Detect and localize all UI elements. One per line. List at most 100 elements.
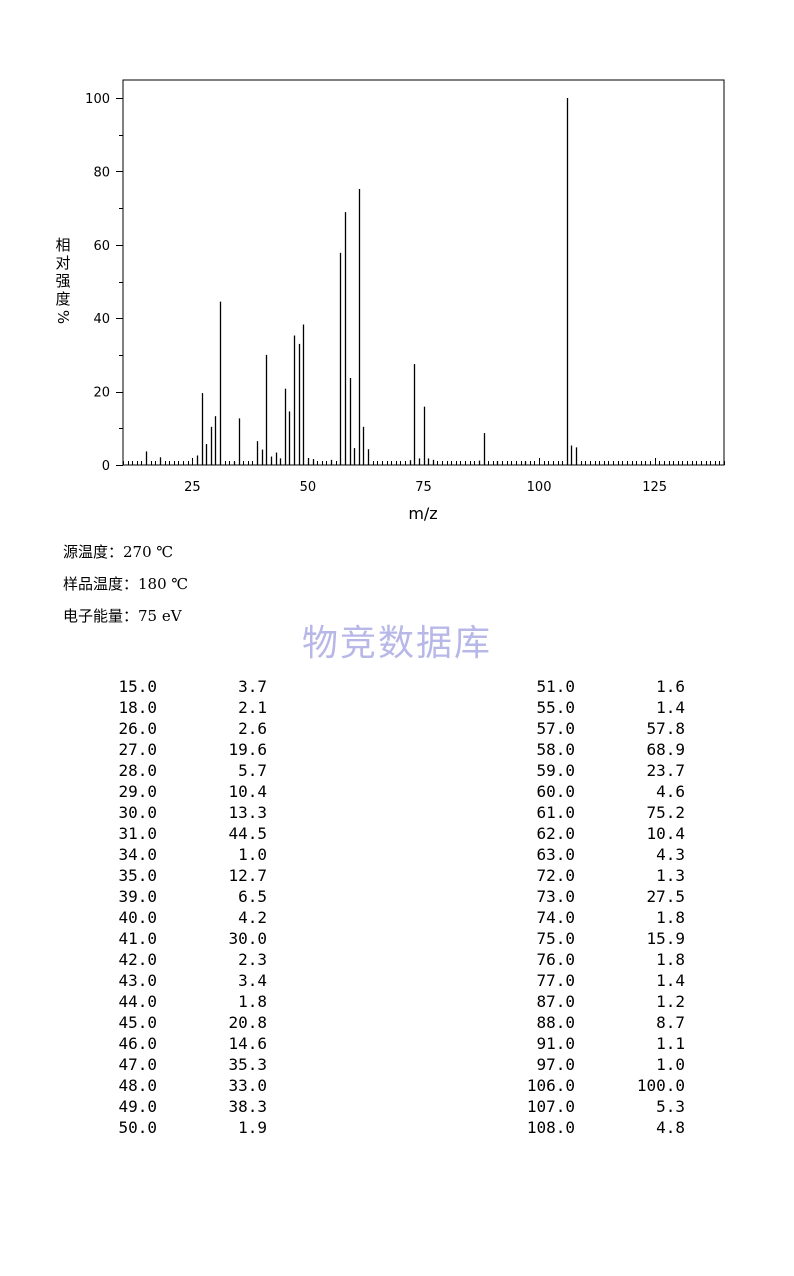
x-tick-label: 50: [300, 480, 317, 495]
intensity-value: 2.6: [238, 719, 267, 738]
mz-value: 59.0: [536, 761, 575, 780]
table-row: 46.0 14.6: [80, 1033, 267, 1054]
table-row: 108.0 4.8: [498, 1117, 685, 1138]
table-row: 88.0 8.7: [498, 1012, 685, 1033]
mz-value: 74.0: [536, 908, 575, 927]
mz-value: 49.0: [118, 1097, 157, 1116]
table-row: 18.0 2.1: [80, 697, 267, 718]
table-row: 77.0 1.4: [498, 970, 685, 991]
watermark: 物竞数据库: [301, 623, 492, 664]
mz-value: 26.0: [118, 719, 157, 738]
mz-value: 15.0: [118, 677, 157, 696]
condition-label: 电子能量：: [63, 607, 139, 625]
mz-value: 45.0: [118, 1013, 157, 1032]
intensity-value: 57.8: [646, 719, 685, 738]
intensity-value: 33.0: [228, 1076, 267, 1095]
mz-value: 41.0: [118, 929, 157, 948]
table-row: 44.0 1.8: [80, 991, 267, 1012]
condition-value: 180 ℃: [138, 575, 189, 593]
table-row: 106.0 100.0: [498, 1075, 685, 1096]
y-tick-label: 80: [93, 165, 110, 180]
table-row: 35.0 12.7: [80, 865, 267, 886]
mz-value: 97.0: [536, 1055, 575, 1074]
mz-value: 44.0: [118, 992, 157, 1011]
table-row: 51.0 1.6: [498, 676, 685, 697]
table-row: 50.0 1.9: [80, 1117, 267, 1138]
table-row: 45.0 20.8: [80, 1012, 267, 1033]
peak-table-left: 15.0 3.7 18.0 2.1 26.0 2.6 27.0 19.6 28.0 5.7 29.0…: [80, 676, 267, 1138]
table-row: 27.0 19.6: [80, 739, 267, 760]
mz-value: 46.0: [118, 1034, 157, 1053]
intensity-value: 20.8: [228, 1013, 267, 1032]
table-row: 107.0 5.3: [498, 1096, 685, 1117]
table-row: 75.0 15.9: [498, 928, 685, 949]
intensity-value: 5.3: [656, 1097, 685, 1116]
intensity-value: 5.7: [238, 761, 267, 780]
mz-value: 51.0: [536, 677, 575, 696]
mz-value: 73.0: [536, 887, 575, 906]
mz-value: 28.0: [118, 761, 157, 780]
table-row: 62.0 10.4: [498, 823, 685, 844]
table-row: 31.0 44.5: [80, 823, 267, 844]
intensity-value: 44.5: [228, 824, 267, 843]
mz-value: 42.0: [118, 950, 157, 969]
mz-value: 77.0: [536, 971, 575, 990]
intensity-value: 6.5: [238, 887, 267, 906]
mz-value: 40.0: [118, 908, 157, 927]
intensity-value: 1.8: [656, 950, 685, 969]
y-tick-label: 100: [85, 92, 110, 107]
table-row: 91.0 1.1: [498, 1033, 685, 1054]
table-row: 61.0 75.2: [498, 802, 685, 823]
intensity-value: 2.1: [238, 698, 267, 717]
table-row: 74.0 1.8: [498, 907, 685, 928]
condition-label: 源温度：: [63, 543, 124, 561]
intensity-value: 1.4: [656, 698, 685, 717]
intensity-value: 3.7: [238, 677, 267, 696]
table-row: 28.0 5.7: [80, 760, 267, 781]
mz-value: 91.0: [536, 1034, 575, 1053]
table-row: 39.0 6.5: [80, 886, 267, 907]
mz-value: 63.0: [536, 845, 575, 864]
intensity-value: 4.2: [238, 908, 267, 927]
mz-value: 43.0: [118, 971, 157, 990]
intensity-value: 10.4: [646, 824, 685, 843]
mz-value: 58.0: [536, 740, 575, 759]
mz-value: 88.0: [536, 1013, 575, 1032]
intensity-value: 4.3: [656, 845, 685, 864]
table-row: 34.0 1.0: [80, 844, 267, 865]
y-tick-label: 40: [93, 312, 110, 327]
mz-value: 34.0: [118, 845, 157, 864]
x-axis-title: m/z: [408, 504, 437, 523]
table-row: 59.0 23.7: [498, 760, 685, 781]
condition-label: 样品温度：: [63, 575, 139, 593]
intensity-value: 1.0: [238, 845, 267, 864]
mz-value: 72.0: [536, 866, 575, 885]
mz-value: 106.0: [526, 1076, 575, 1095]
condition-value: 75 eV: [138, 607, 182, 625]
intensity-value: 12.7: [228, 866, 267, 885]
peak-table-right: 51.0 1.6 55.0 1.4 57.0 57.8 58.0 68.9 59.0 23.7 60…: [498, 676, 685, 1138]
intensity-value: 1.8: [656, 908, 685, 927]
mz-value: 55.0: [536, 698, 575, 717]
intensity-value: 27.5: [646, 887, 685, 906]
y-axis-title-char: 强: [55, 272, 70, 290]
mz-value: 48.0: [118, 1076, 157, 1095]
y-tick-label: 60: [93, 239, 110, 254]
intensity-value: 38.3: [228, 1097, 267, 1116]
table-row: 43.0 3.4: [80, 970, 267, 991]
intensity-value: 1.6: [656, 677, 685, 696]
intensity-value: 23.7: [646, 761, 685, 780]
condition-line: 源温度：270 ℃: [63, 541, 173, 562]
table-row: 47.0 35.3: [80, 1054, 267, 1075]
table-row: 72.0 1.3: [498, 865, 685, 886]
mz-value: 27.0: [118, 740, 157, 759]
table-row: 73.0 27.5: [498, 886, 685, 907]
x-tick-label: 100: [527, 480, 552, 495]
y-axis-ticks: 0 20 40 60 80 100: [85, 92, 123, 474]
mz-value: 108.0: [526, 1118, 575, 1137]
intensity-value: 75.2: [646, 803, 685, 822]
x-axis-ticks: 25 50 75 100 125: [123, 458, 725, 495]
mz-value: 57.0: [536, 719, 575, 738]
condition-line: 电子能量：75 eV: [63, 605, 182, 626]
